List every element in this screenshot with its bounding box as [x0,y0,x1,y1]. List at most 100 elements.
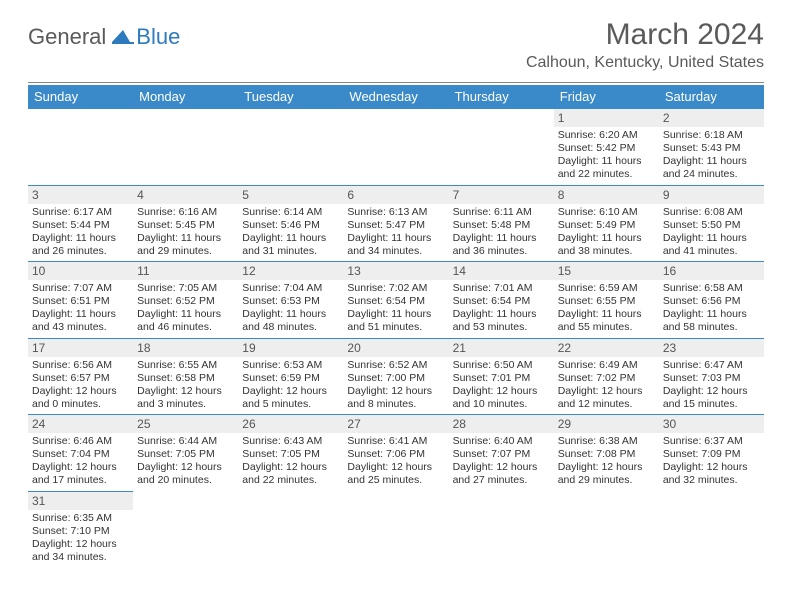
daylight-line: Daylight: 11 hours [32,308,129,321]
daylight-line: and 51 minutes. [347,321,444,334]
daylight-line: and 38 minutes. [558,245,655,258]
col-monday: Monday [133,85,238,109]
day-cell [449,491,554,567]
sunrise-line: Sunrise: 6:35 AM [32,512,129,525]
daylight-line: and 46 minutes. [137,321,234,334]
sunset-line: Sunset: 7:05 PM [242,448,339,461]
col-wednesday: Wednesday [343,85,448,109]
day-number: 19 [238,339,343,357]
daylight-line: Daylight: 11 hours [558,232,655,245]
daylight-line: and 10 minutes. [453,398,550,411]
day-cell: 20Sunrise: 6:52 AMSunset: 7:00 PMDayligh… [343,338,448,415]
day-cell: 1Sunrise: 6:20 AMSunset: 5:42 PMDaylight… [554,109,659,186]
daylight-line: Daylight: 12 hours [32,385,129,398]
daylight-line: Daylight: 11 hours [663,308,760,321]
daylight-line: and 36 minutes. [453,245,550,258]
sunrise-line: Sunrise: 6:20 AM [558,129,655,142]
daylight-line: and 32 minutes. [663,474,760,487]
day-cell [659,491,764,567]
day-number: 25 [133,415,238,433]
day-cell [28,109,133,186]
sunset-line: Sunset: 7:00 PM [347,372,444,385]
day-cell [554,491,659,567]
daylight-line: Daylight: 12 hours [453,385,550,398]
sunrise-line: Sunrise: 6:11 AM [453,206,550,219]
daylight-line: and 31 minutes. [242,245,339,258]
week-row: 10Sunrise: 7:07 AMSunset: 6:51 PMDayligh… [28,262,764,339]
daylight-line: and 17 minutes. [32,474,129,487]
col-friday: Friday [554,85,659,109]
daylight-line: Daylight: 12 hours [137,461,234,474]
daylight-line: Daylight: 11 hours [347,308,444,321]
daylight-line: and 25 minutes. [347,474,444,487]
daylight-line: Daylight: 11 hours [558,308,655,321]
header-row: Sunday Monday Tuesday Wednesday Thursday… [28,85,764,109]
day-number: 31 [28,492,133,510]
daylight-line: Daylight: 11 hours [347,232,444,245]
daylight-line: Daylight: 11 hours [137,308,234,321]
daylight-line: and 15 minutes. [663,398,760,411]
sunset-line: Sunset: 5:48 PM [453,219,550,232]
sunset-line: Sunset: 7:01 PM [453,372,550,385]
daylight-line: Daylight: 11 hours [242,232,339,245]
sunrise-line: Sunrise: 6:18 AM [663,129,760,142]
sunrise-line: Sunrise: 6:49 AM [558,359,655,372]
day-number: 2 [659,109,764,127]
day-number: 22 [554,339,659,357]
daylight-line: and 58 minutes. [663,321,760,334]
sunset-line: Sunset: 7:02 PM [558,372,655,385]
logo: General Blue [28,24,180,50]
daylight-line: and 22 minutes. [242,474,339,487]
week-row: 17Sunrise: 6:56 AMSunset: 6:57 PMDayligh… [28,338,764,415]
day-number: 7 [449,186,554,204]
day-number: 16 [659,262,764,280]
day-cell: 7Sunrise: 6:11 AMSunset: 5:48 PMDaylight… [449,185,554,262]
sunset-line: Sunset: 7:07 PM [453,448,550,461]
daylight-line: and 48 minutes. [242,321,339,334]
daylight-line: Daylight: 12 hours [347,461,444,474]
header: General Blue March 2024 Calhoun, Kentuck… [28,18,764,78]
day-number: 14 [449,262,554,280]
sunrise-line: Sunrise: 6:59 AM [558,282,655,295]
sunset-line: Sunset: 6:59 PM [242,372,339,385]
day-number: 26 [238,415,343,433]
daylight-line: and 3 minutes. [137,398,234,411]
sunset-line: Sunset: 5:49 PM [558,219,655,232]
daylight-line: and 0 minutes. [32,398,129,411]
sunrise-line: Sunrise: 6:53 AM [242,359,339,372]
day-number: 6 [343,186,448,204]
day-number: 28 [449,415,554,433]
sunset-line: Sunset: 5:47 PM [347,219,444,232]
daylight-line: and 5 minutes. [242,398,339,411]
sunrise-line: Sunrise: 6:40 AM [453,435,550,448]
day-number: 1 [554,109,659,127]
sunrise-line: Sunrise: 6:50 AM [453,359,550,372]
day-cell: 19Sunrise: 6:53 AMSunset: 6:59 PMDayligh… [238,338,343,415]
day-cell: 9Sunrise: 6:08 AMSunset: 5:50 PMDaylight… [659,185,764,262]
sunset-line: Sunset: 5:42 PM [558,142,655,155]
week-row: 1Sunrise: 6:20 AMSunset: 5:42 PMDaylight… [28,109,764,186]
sunrise-line: Sunrise: 7:05 AM [137,282,234,295]
day-cell: 22 Sunrise: 6:49 AMSunset: 7:02 PMDayligh… [554,338,659,415]
daylight-line: Daylight: 11 hours [137,232,234,245]
day-number: 10 [28,262,133,280]
day-cell: 3Sunrise: 6:17 AMSunset: 5:44 PMDaylight… [28,185,133,262]
daylight-line: Daylight: 12 hours [558,385,655,398]
daylight-line: Daylight: 12 hours [663,461,760,474]
day-number: 12 [238,262,343,280]
sunset-line: Sunset: 5:43 PM [663,142,760,155]
sunset-line: Sunset: 5:45 PM [137,219,234,232]
sunset-line: Sunset: 6:55 PM [558,295,655,308]
day-cell: 17Sunrise: 6:56 AMSunset: 6:57 PMDayligh… [28,338,133,415]
sunrise-line: Sunrise: 6:55 AM [137,359,234,372]
daylight-line: and 8 minutes. [347,398,444,411]
daylight-line: and 20 minutes. [137,474,234,487]
sunrise-line: Sunrise: 6:13 AM [347,206,444,219]
daylight-line: and 24 minutes. [663,168,760,181]
sunset-line: Sunset: 7:04 PM [32,448,129,461]
day-cell: 31Sunrise: 6:35 AMSunset: 7:10 PMDayligh… [28,491,133,567]
day-cell: 14Sunrise: 7:01 AMSunset: 6:54 PMDayligh… [449,262,554,339]
sunset-line: Sunset: 7:08 PM [558,448,655,461]
daylight-line: and 53 minutes. [453,321,550,334]
daylight-line: Daylight: 11 hours [242,308,339,321]
